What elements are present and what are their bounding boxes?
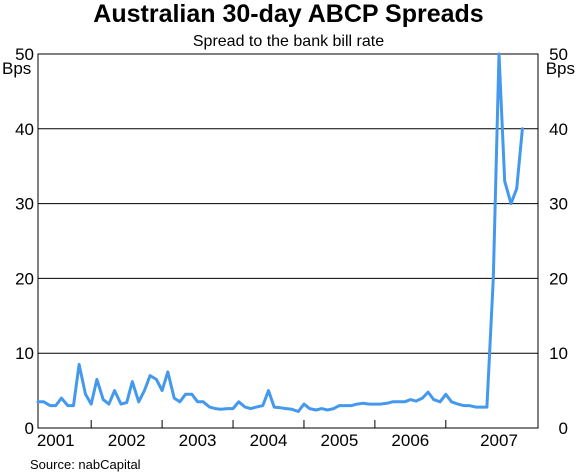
x-tick-label-2003: 2003	[179, 431, 217, 450]
y-tick-label-left: 20	[15, 269, 34, 288]
chart-subtitle: Spread to the bank bill rate	[193, 33, 384, 50]
x-tick-label-2001: 2001	[37, 431, 75, 450]
y-tick-label-left: 30	[15, 195, 34, 214]
y-tick-label-left: 0	[25, 419, 34, 438]
y-tick-label-left: 50	[15, 45, 34, 64]
y-tick-label-left: 10	[15, 344, 34, 363]
plot-area	[37, 53, 539, 429]
y-tick-label-right: 0	[559, 419, 568, 438]
y-tick-label-right: 10	[549, 344, 568, 363]
y-ticks-right: 0 10 20 30 40 50	[549, 45, 568, 438]
y-axis-unit-right: Bps	[546, 59, 575, 78]
y-tick-label-right: 40	[549, 120, 568, 139]
series-line-abcp-spread	[36, 52, 524, 413]
source-note: Source: nabCapital	[30, 457, 141, 472]
y-ticks-left: 0 10 20 30 40 50	[15, 45, 34, 438]
x-tick-label-2002: 2002	[108, 431, 146, 450]
x-ticks	[90, 420, 447, 428]
x-tick-label-2006: 2006	[391, 431, 429, 450]
y-axis-unit-left: Bps	[2, 59, 31, 78]
y-tick-label-left: 40	[15, 120, 34, 139]
x-tick-label-2007: 2007	[480, 431, 518, 450]
y-tick-label-right: 30	[549, 195, 568, 214]
x-tick-label-2004: 2004	[250, 431, 288, 450]
x-tick-labels: 2001 2002 2003 2004 2005 2006 2007	[37, 431, 518, 450]
gridlines	[38, 128, 538, 354]
x-tick-label-2005: 2005	[321, 431, 359, 450]
chart-title: Australian 30-day ABCP Spreads	[93, 0, 483, 28]
y-tick-label-right: 20	[549, 269, 568, 288]
series-group	[36, 52, 524, 413]
y-tick-label-right: 50	[549, 45, 568, 64]
